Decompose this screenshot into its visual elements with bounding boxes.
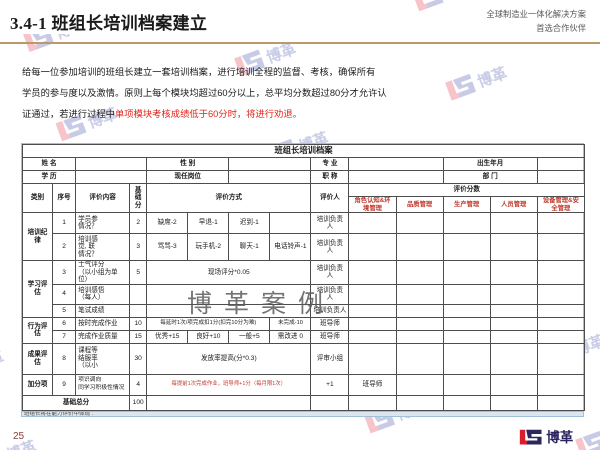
svg-text:博革: 博革 xyxy=(546,429,574,445)
